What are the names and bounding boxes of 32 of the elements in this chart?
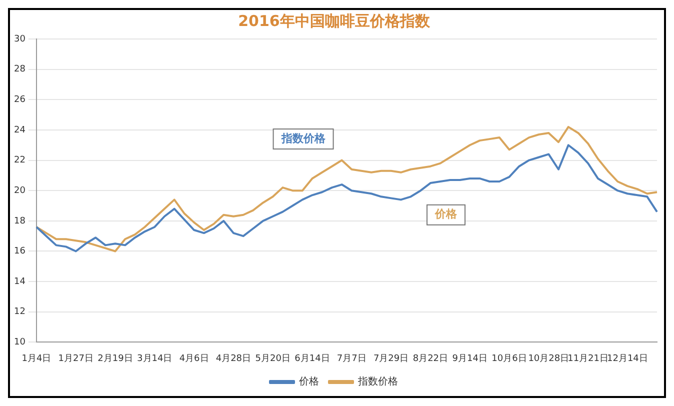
y-tick-label: 22 <box>14 156 26 166</box>
x-tick-label: 2月19日 <box>98 354 133 364</box>
x-tick-label: 7月7日 <box>336 354 366 364</box>
y-tick-label: 14 <box>14 276 26 287</box>
annotation: 指数价格 <box>280 132 326 145</box>
x-tick-label: 9月14日 <box>452 354 488 364</box>
y-tick-label: 16 <box>14 246 26 257</box>
x-tick-label: 4月28日 <box>216 354 252 364</box>
y-tick-label: 20 <box>14 186 26 196</box>
y-tick-label: 30 <box>14 34 26 44</box>
y-tick-label: 24 <box>14 125 26 136</box>
y-tick-label: 12 <box>14 307 26 318</box>
x-tick-label: 10月6日 <box>492 354 527 364</box>
legend-label: 指数价格 <box>357 376 398 388</box>
y-tick-label: 10 <box>14 338 26 348</box>
x-tick-label: 12月14日 <box>606 354 648 364</box>
x-tick-label: 3月14日 <box>137 354 172 364</box>
y-tick-label: 18 <box>14 216 26 226</box>
y-tick-label: 26 <box>14 94 26 105</box>
chart-title: 2016年中国咖啡豆价格指数 <box>238 12 431 30</box>
legend-label: 价格 <box>298 376 319 388</box>
x-tick-label: 1月27日 <box>58 354 94 364</box>
annotation: 价格 <box>434 208 458 221</box>
x-tick-label: 1月4日 <box>22 354 52 364</box>
y-tick-label: 28 <box>14 64 26 75</box>
x-tick-label: 11月21日 <box>568 354 609 364</box>
x-tick-label: 6月14日 <box>294 354 330 364</box>
x-tick-label: 10月28日 <box>528 354 570 364</box>
x-tick-label: 4月6日 <box>179 354 209 364</box>
x-tick-label: 7月29日 <box>373 354 409 364</box>
x-tick-label: 8月22日 <box>412 354 448 364</box>
x-tick-label: 5月20日 <box>255 354 290 364</box>
